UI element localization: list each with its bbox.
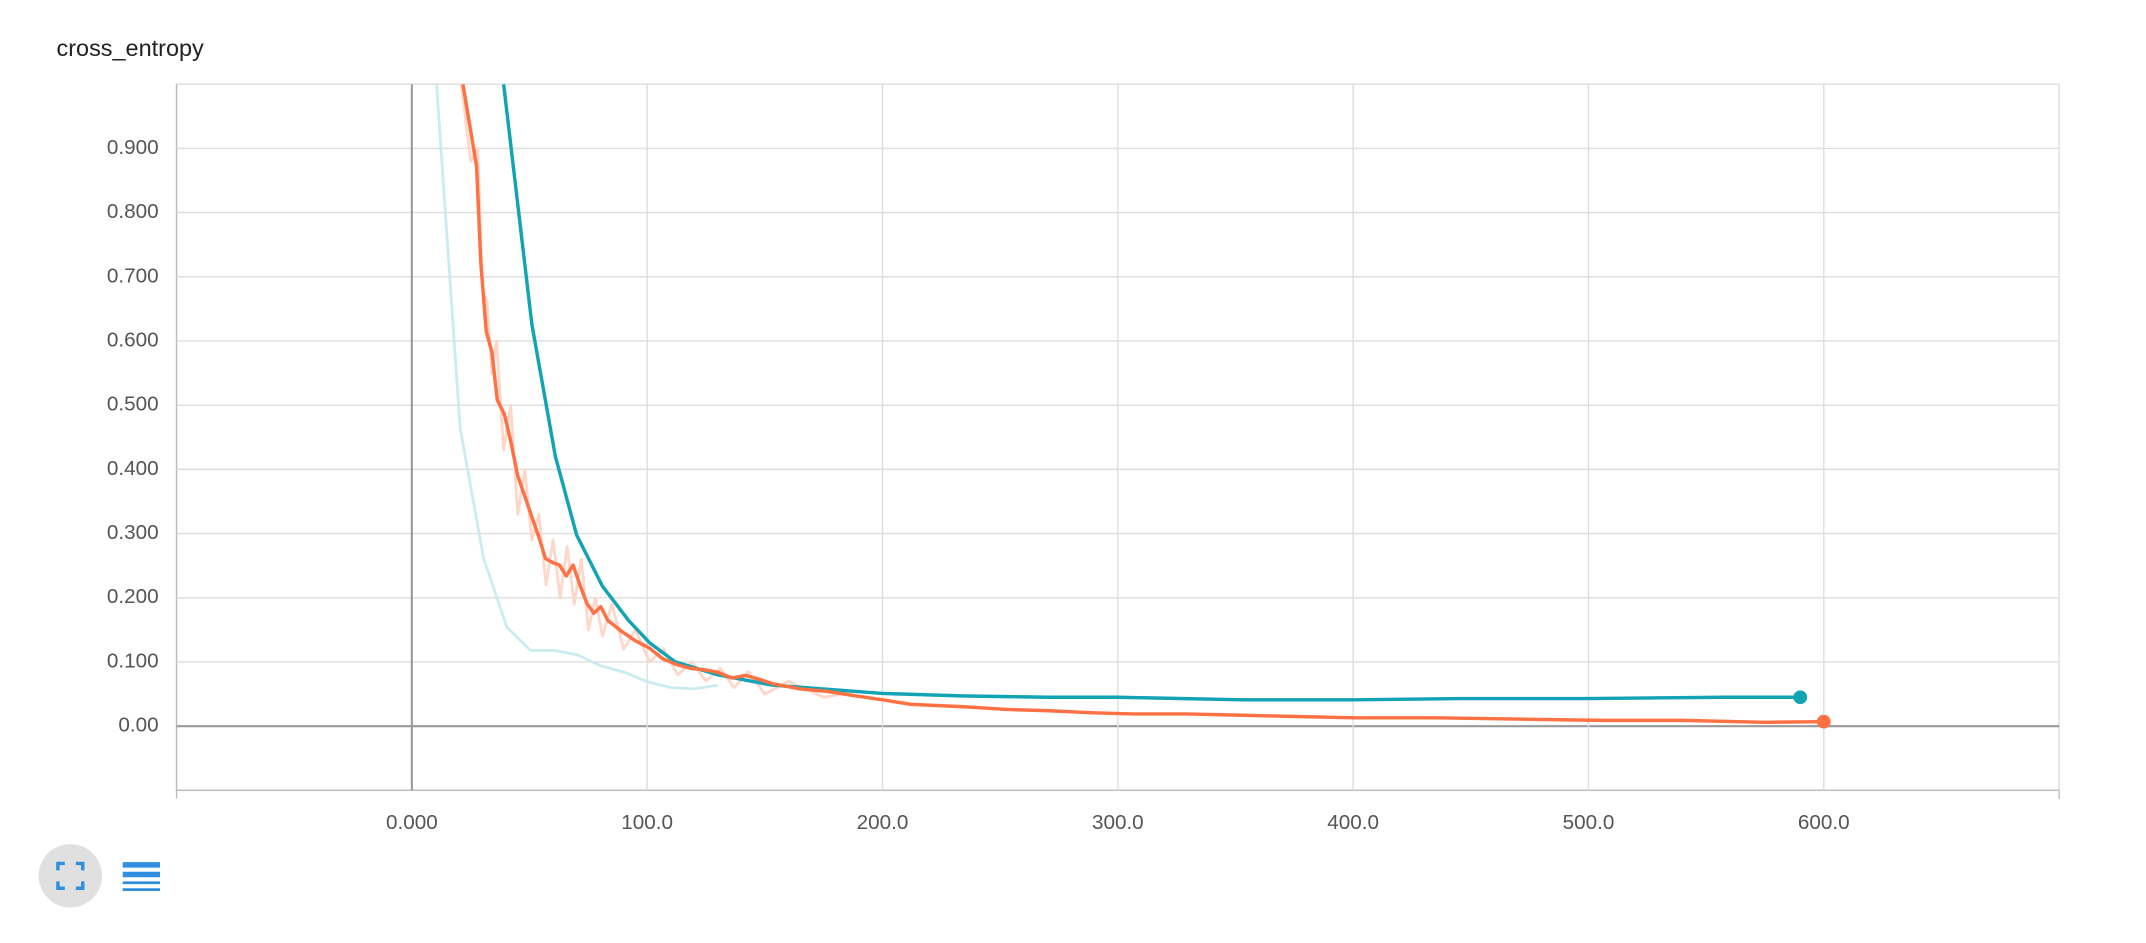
data-table-button[interactable]	[122, 859, 160, 893]
button-bg[interactable]	[38, 844, 103, 908]
y-tick-label: 0.800	[107, 200, 159, 223]
x-tick-label: 500.0	[1563, 811, 1615, 834]
y-tick-label: 0.00	[118, 714, 158, 737]
end-marker	[1816, 714, 1831, 729]
y-tick-label: 0.600	[107, 328, 159, 351]
smoothed-line	[461, 84, 1824, 725]
raw-line	[459, 84, 860, 699]
y-tick-label: 0.100	[107, 649, 159, 672]
fullscreen-button[interactable]	[38, 844, 103, 908]
y-tick-label: 0.300	[107, 521, 159, 544]
y-tick-label: 0.500	[107, 393, 159, 416]
x-tick-label: 300.0	[1092, 811, 1144, 834]
raw-line	[435, 84, 719, 691]
x-tick-label: 400.0	[1327, 811, 1379, 834]
y-tick-label: 0.700	[107, 264, 159, 287]
x-tick-label: 200.0	[857, 811, 909, 834]
smoothed-line	[501, 84, 1801, 702]
x-tick-label: 600.0	[1798, 811, 1850, 834]
end-marker	[1793, 690, 1808, 705]
x-tick-label: 0.000	[386, 811, 438, 834]
chart-title: cross_entropy	[57, 35, 204, 61]
x-tick-label: 100.0	[621, 811, 673, 834]
list-icon	[122, 862, 160, 892]
y-tick-label: 0.400	[107, 457, 159, 480]
y-tick-label: 0.200	[107, 585, 159, 608]
y-tick-label: 0.900	[107, 136, 159, 159]
expand-icon	[56, 861, 85, 890]
